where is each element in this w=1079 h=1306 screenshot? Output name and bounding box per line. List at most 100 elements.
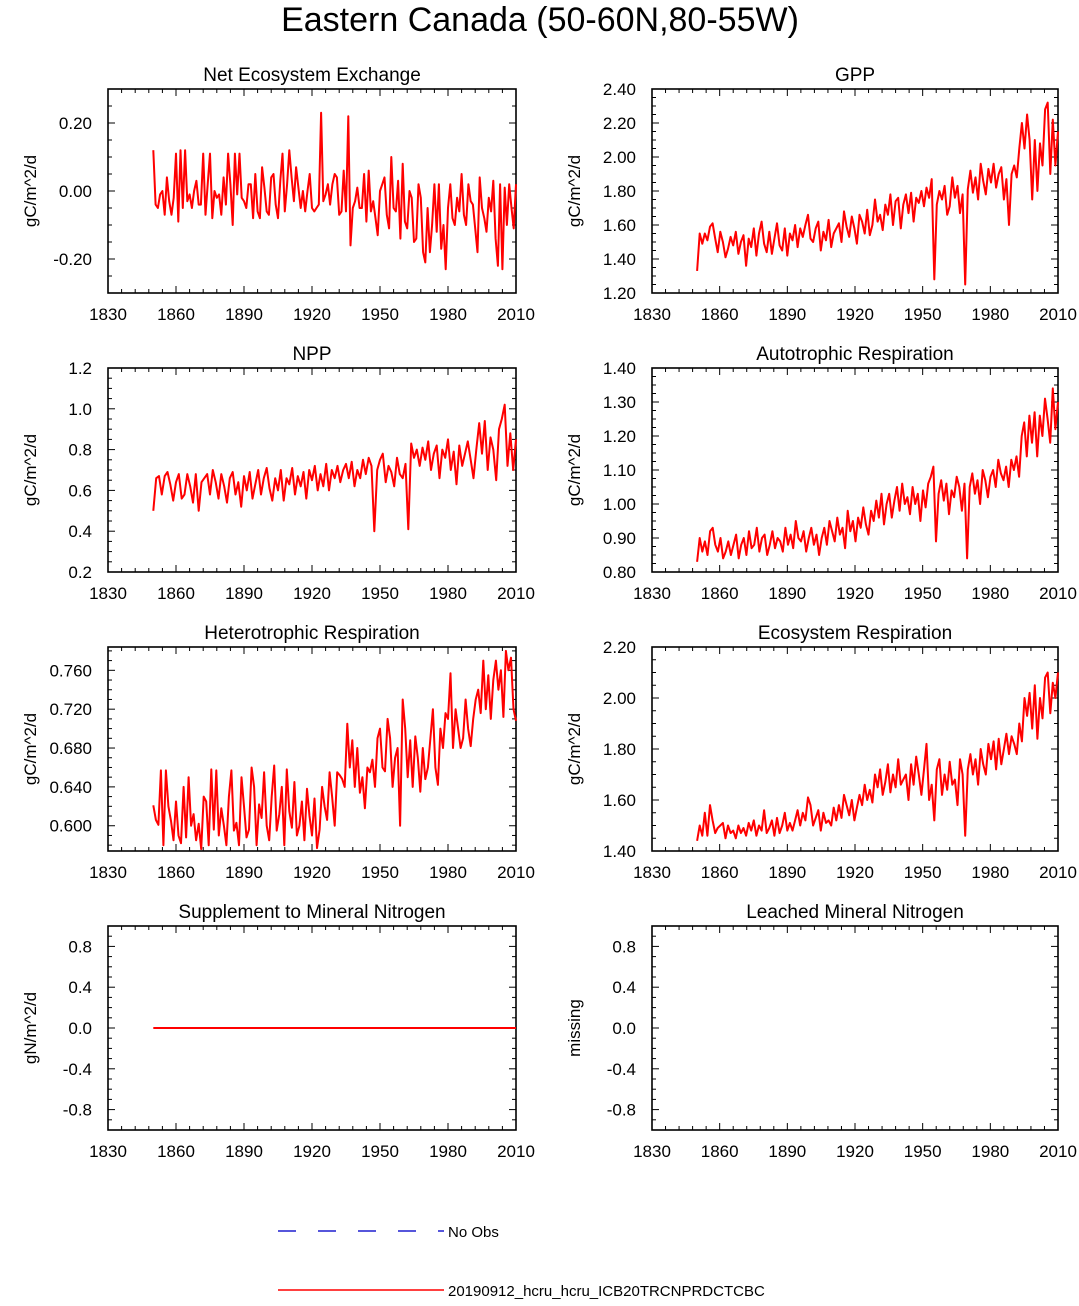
plot-frame xyxy=(651,925,1059,1131)
x-tick-label: 2010 xyxy=(1039,1142,1077,1161)
y-tick-label: -0.4 xyxy=(63,1060,92,1079)
x-tick-label: 1920 xyxy=(293,305,331,324)
y-tick-label: 0.4 xyxy=(612,978,636,997)
y-tick-label: 0.0 xyxy=(612,1019,636,1038)
x-tick-label: 1920 xyxy=(836,584,874,603)
x-tick-label: 1980 xyxy=(971,584,1009,603)
x-tick-label: 1950 xyxy=(361,1142,399,1161)
panel-er: Ecosystem Respiration 1830 1860 1890 1920 195… xyxy=(565,623,1077,882)
panel-title-gpp: GPP xyxy=(835,65,875,86)
x-tick-label: 1920 xyxy=(293,584,331,603)
x-tick-label: 2010 xyxy=(497,584,535,603)
y-tick-label: 1.2 xyxy=(68,359,92,378)
y-tick-label: 2.20 xyxy=(603,638,636,657)
x-tick-label: 1950 xyxy=(361,584,399,603)
y-tick-label: 0.760 xyxy=(49,661,92,680)
y-tick-label: 0.4 xyxy=(68,978,92,997)
y-tick-label: 1.60 xyxy=(603,791,636,810)
x-tick-label: 1950 xyxy=(361,305,399,324)
y-tick-label: 0.720 xyxy=(49,700,92,719)
panel-title-npp: NPP xyxy=(292,344,331,365)
series-line-nee xyxy=(152,111,517,271)
x-tick-label: 1860 xyxy=(701,305,739,324)
panel-title-smn: Supplement to Mineral Nitrogen xyxy=(178,902,445,923)
panel-lmn: Leached Mineral Nitrogen 1830 1860 1890 1920… xyxy=(565,902,1077,1161)
figure-title: Eastern Canada (50-60N,80-55W) xyxy=(281,1,799,39)
x-tick-label: 2010 xyxy=(1039,305,1077,324)
y-tick-label: -0.20 xyxy=(53,250,92,269)
x-tick-label: 1890 xyxy=(768,863,806,882)
x-tick-label: 1860 xyxy=(157,305,195,324)
series-line-hr xyxy=(152,649,517,851)
x-tick-label: 1950 xyxy=(904,1142,942,1161)
x-tick-label: 1830 xyxy=(633,1142,671,1161)
x-tick-label: 1950 xyxy=(361,863,399,882)
panel-hr: Heterotrophic Respiration 1830 1860 1890 192… xyxy=(21,623,535,882)
y-tick-label: 1.40 xyxy=(603,842,636,861)
x-tick-label: 1920 xyxy=(836,1142,874,1161)
x-tick-label: 1920 xyxy=(836,305,874,324)
y-tick-label: 1.00 xyxy=(603,495,636,514)
x-tick-label: 1860 xyxy=(701,863,739,882)
chart-panels: Net Ecosystem Exchange 1830 1860 1890 1920 19… xyxy=(21,65,1077,1161)
y-tick-label: 0.680 xyxy=(49,739,92,758)
x-tick-label: 1830 xyxy=(89,305,127,324)
series-line-er xyxy=(696,671,1059,841)
y-tick-label: 1.30 xyxy=(603,393,636,412)
y-tick-label: 1.20 xyxy=(603,284,636,303)
x-tick-label: 1980 xyxy=(971,863,1009,882)
x-tick-label: 2010 xyxy=(497,863,535,882)
panel-title-ar: Autotrophic Respiration xyxy=(756,344,954,365)
panel-nee: Net Ecosystem Exchange 1830 1860 1890 1920 19… xyxy=(21,65,535,324)
plot-frame xyxy=(651,88,1059,294)
series-line-npp xyxy=(152,403,517,533)
y-tick-label: -0.8 xyxy=(607,1101,636,1120)
y-axis-label: missing xyxy=(565,999,584,1057)
y-tick-label: 0.8 xyxy=(68,937,92,956)
x-tick-label: 2010 xyxy=(497,1142,535,1161)
x-tick-label: 1860 xyxy=(701,584,739,603)
y-tick-label: 0.8 xyxy=(68,441,92,460)
y-tick-label: -0.4 xyxy=(607,1060,636,1079)
x-tick-label: 1830 xyxy=(633,305,671,324)
y-tick-label: 1.60 xyxy=(603,216,636,235)
x-tick-label: 1980 xyxy=(429,1142,467,1161)
y-tick-label: 1.0 xyxy=(68,400,92,419)
y-tick-label: 0.0 xyxy=(68,1019,92,1038)
x-tick-label: 1830 xyxy=(89,584,127,603)
x-tick-label: 1980 xyxy=(429,863,467,882)
panel-npp: NPP 1830 1860 1890 1920 1950 1980 2010 0.2 0.4 0.6… xyxy=(21,344,535,603)
x-tick-label: 1980 xyxy=(429,305,467,324)
x-tick-label: 1830 xyxy=(89,863,127,882)
x-tick-label: 1860 xyxy=(701,1142,739,1161)
panel-gpp: GPP 1830 1860 1890 1920 1950 1980 2010 1.20 1.40 1… xyxy=(565,65,1077,324)
series-line-gpp xyxy=(696,101,1059,286)
x-tick-label: 1920 xyxy=(293,1142,331,1161)
y-axis-label: gC/m^2/d xyxy=(21,713,40,785)
y-tick-label: 1.80 xyxy=(603,182,636,201)
y-tick-label: 1.40 xyxy=(603,359,636,378)
plot-frame xyxy=(107,646,517,852)
y-axis-label: gC/m^2/d xyxy=(21,155,40,227)
y-tick-label: 0.2 xyxy=(68,563,92,582)
y-tick-label: 1.10 xyxy=(603,461,636,480)
x-tick-label: 1890 xyxy=(768,1142,806,1161)
y-tick-label: 1.80 xyxy=(603,740,636,759)
x-tick-label: 1950 xyxy=(904,305,942,324)
x-tick-label: 1830 xyxy=(89,1142,127,1161)
x-tick-label: 2010 xyxy=(497,305,535,324)
x-tick-label: 1860 xyxy=(157,584,195,603)
y-axis-label: gC/m^2/d xyxy=(565,713,584,785)
y-axis-label: gN/m^2/d xyxy=(21,992,40,1064)
series-line-ar xyxy=(696,387,1059,562)
panel-title-hr: Heterotrophic Respiration xyxy=(204,623,419,644)
x-tick-label: 1890 xyxy=(225,584,263,603)
x-tick-label: 1950 xyxy=(904,584,942,603)
x-tick-label: 1950 xyxy=(904,863,942,882)
y-tick-label: -0.8 xyxy=(63,1101,92,1120)
x-tick-label: 2010 xyxy=(1039,584,1077,603)
y-tick-label: 0.90 xyxy=(603,529,636,548)
legend: No Obs 20190912_hcru_hcru_ICB20TRCNPRDCTC… xyxy=(278,1224,765,1300)
x-tick-label: 1890 xyxy=(768,305,806,324)
